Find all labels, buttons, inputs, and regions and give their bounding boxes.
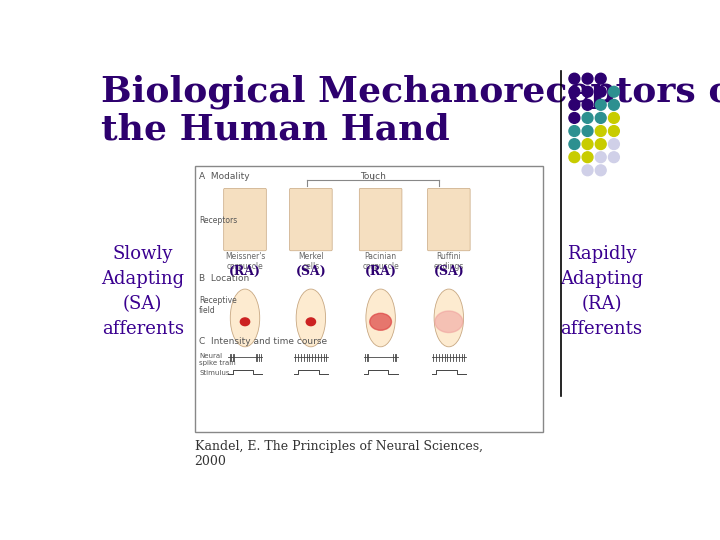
Circle shape [595, 99, 606, 110]
Ellipse shape [240, 318, 250, 326]
Text: B  Location: B Location [199, 274, 250, 284]
Circle shape [569, 112, 580, 123]
Text: Neural
spike train: Neural spike train [199, 353, 236, 366]
Text: Merkel
cells: Merkel cells [298, 252, 324, 271]
Text: the Human Hand: the Human Hand [101, 112, 449, 146]
Text: (SA): (SA) [295, 265, 326, 278]
Circle shape [608, 112, 619, 123]
Circle shape [608, 99, 619, 110]
Bar [194, 166, 544, 432]
Text: (RA): (RA) [229, 265, 261, 278]
Circle shape [595, 73, 606, 84]
Text: Touch: Touch [360, 172, 386, 181]
Circle shape [569, 139, 580, 150]
Circle shape [569, 126, 580, 137]
Text: Receptors: Receptors [199, 217, 238, 226]
FancyBboxPatch shape [428, 188, 470, 251]
Circle shape [569, 86, 580, 97]
Circle shape [569, 99, 580, 110]
Text: Slowly
Adapting
(SA)
afferents: Slowly Adapting (SA) afferents [101, 246, 184, 339]
Circle shape [608, 126, 619, 137]
Circle shape [569, 152, 580, 163]
Text: Pacinian
corpuscle: Pacinian corpuscle [362, 252, 399, 271]
Circle shape [582, 139, 593, 150]
FancyBboxPatch shape [359, 188, 402, 251]
Ellipse shape [434, 289, 464, 347]
Text: Kandel, E. The Principles of Neural Sciences,
2000: Kandel, E. The Principles of Neural Scie… [194, 440, 482, 468]
Circle shape [595, 86, 606, 97]
Circle shape [595, 165, 606, 176]
Circle shape [582, 152, 593, 163]
FancyBboxPatch shape [289, 188, 332, 251]
Text: Meissner's
corpuscle: Meissner's corpuscle [225, 252, 265, 271]
Circle shape [608, 152, 619, 163]
Text: A  Modality: A Modality [199, 172, 250, 181]
Circle shape [608, 86, 619, 97]
Text: (RA): (RA) [364, 265, 397, 278]
Ellipse shape [435, 311, 463, 333]
Ellipse shape [230, 289, 260, 347]
Circle shape [595, 139, 606, 150]
Circle shape [582, 99, 593, 110]
Circle shape [582, 112, 593, 123]
Ellipse shape [306, 318, 315, 326]
Circle shape [582, 126, 593, 137]
Text: Ruffini
endings: Ruffini endings [433, 252, 464, 271]
Circle shape [595, 126, 606, 137]
Circle shape [582, 86, 593, 97]
Circle shape [595, 112, 606, 123]
Text: Stimulus: Stimulus [199, 370, 230, 376]
Circle shape [582, 165, 593, 176]
Circle shape [582, 73, 593, 84]
Circle shape [569, 73, 580, 84]
FancyBboxPatch shape [224, 188, 266, 251]
Circle shape [595, 152, 606, 163]
Circle shape [608, 139, 619, 150]
Ellipse shape [366, 289, 395, 347]
Text: C  Intensity and time course: C Intensity and time course [199, 338, 328, 346]
Text: Receptive
field: Receptive field [199, 296, 237, 315]
Text: (SA): (SA) [433, 265, 464, 278]
Ellipse shape [296, 289, 325, 347]
Ellipse shape [370, 313, 392, 330]
Text: Biological Mechanoreceptors of: Biological Mechanoreceptors of [101, 74, 720, 109]
Text: Rapidly
Adapting
(RA)
afferents: Rapidly Adapting (RA) afferents [560, 246, 643, 339]
